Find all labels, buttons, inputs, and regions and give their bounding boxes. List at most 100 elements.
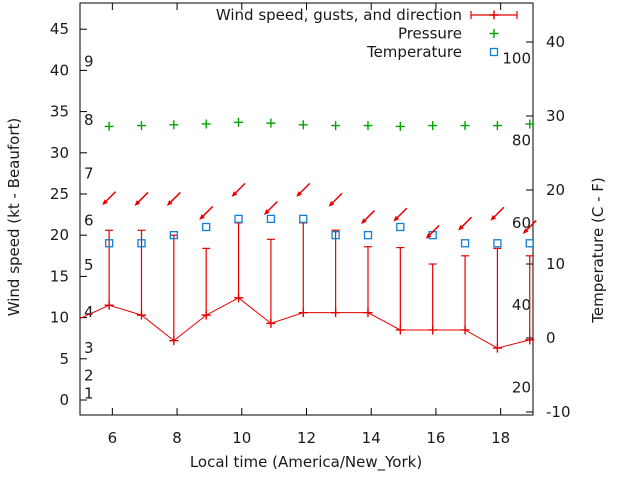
y-left-tick-label: 10 (50, 309, 69, 327)
wind-speed-point (169, 336, 179, 346)
beaufort-label: 9 (84, 52, 94, 70)
wind-speed-line (79, 297, 534, 349)
pressure-point (395, 121, 405, 131)
wind-speed-point (525, 335, 535, 345)
x-tick-label: 16 (426, 429, 445, 447)
wind-direction-arrow-shaft (137, 191, 149, 203)
y-left-tick-label: 25 (50, 185, 69, 203)
wind-direction-arrow (102, 191, 117, 206)
right-y-axis-title: Temperature (C - F) (589, 177, 607, 324)
pressure-point (266, 118, 276, 128)
wind-direction-arrow (425, 224, 440, 239)
legend-label: Temperature (366, 43, 462, 61)
wind-speed-point (201, 310, 211, 320)
inner-scale-labels: 12 3 4 5 6 7 8 9 20 40 60 80 100 (84, 49, 531, 402)
y-right-tick-label: 0 (546, 329, 556, 347)
y-right-tick-label: 10 (546, 255, 565, 273)
legend-plus-sample (489, 29, 499, 38)
y-left-tick-label: 0 (59, 391, 69, 409)
wind-direction-arrow (166, 191, 181, 206)
wind-direction-arrow-head (231, 191, 238, 197)
pressure-point (428, 121, 438, 131)
plot-border-rect (79, 2, 534, 416)
wind-direction-arrow-shaft (235, 182, 246, 194)
legend-square-sample (489, 47, 499, 57)
wind-direction-arrow-shaft (461, 216, 473, 228)
x-tick-label: 6 (108, 429, 118, 447)
temperature-point (525, 239, 534, 248)
x-tick-label: 14 (362, 429, 381, 447)
wind-direction-arrow-shaft (170, 191, 181, 203)
beaufort-label: 7 (84, 164, 94, 182)
wind-direction-arrow-shaft (267, 200, 278, 212)
wind-direction-arrow-shaft (396, 207, 408, 219)
beaufort-label: 1 (84, 384, 94, 402)
data-series (79, 117, 537, 353)
wind-direction-arrow (458, 216, 473, 231)
pressure-point (363, 121, 373, 131)
pressure-point (298, 120, 308, 130)
fahrenheit-label: 40 (512, 296, 531, 314)
x-tick-label: 18 (491, 429, 510, 447)
wind-direction-arrow (328, 192, 343, 207)
fahrenheit-label: 100 (502, 49, 531, 67)
wind-speed-point (234, 293, 244, 303)
x-tick-label: 12 (297, 429, 316, 447)
temperature-point (396, 222, 405, 232)
x-axis-title: Local time (America/New_York) (190, 453, 422, 472)
wind-speed-point (136, 310, 146, 320)
wind-direction-arrow-head (166, 200, 173, 206)
pressure-point (169, 120, 179, 130)
wind-speed-point (298, 308, 308, 318)
pressure-point (460, 121, 470, 131)
wind-direction-arrow (231, 182, 246, 197)
wind-direction-arrow-head (102, 199, 108, 206)
wind-direction-arrow-shaft (429, 224, 440, 236)
wind-direction-arrow-shaft (332, 192, 343, 204)
pressure-point (201, 119, 211, 129)
beaufort-label: 6 (84, 211, 94, 229)
wind-direction-arrow-head (134, 200, 141, 206)
wind-direction-arrow-shaft (105, 191, 117, 202)
temperature-point (299, 214, 308, 224)
legend-label: Wind speed, gusts, and direction (216, 6, 462, 24)
legend-label: Pressure (398, 25, 462, 43)
y-right-tick-label: 20 (546, 181, 565, 199)
wind-direction-arrow-head (360, 218, 367, 225)
pressure-point (525, 119, 535, 129)
temperature-point (137, 239, 146, 248)
wind-direction-arrow-head (425, 233, 432, 239)
temperature-point (234, 214, 243, 224)
temperature-point (104, 239, 114, 248)
wind-speed-point (428, 325, 438, 335)
wind-direction-arrow-shaft (364, 210, 376, 221)
wind-direction-arrow-head (296, 191, 303, 197)
plot-border (79, 2, 534, 416)
wind-direction-arrow (134, 191, 149, 206)
temperature-point (202, 222, 211, 232)
y-left-tick-label: 20 (50, 226, 69, 244)
wind-direction-arrow-shaft (299, 182, 311, 194)
pressure-point (136, 121, 146, 131)
wind-direction-arrow-shaft (526, 219, 537, 231)
wind-direction-arrow-head (393, 215, 400, 222)
y-left-tick-label: 5 (59, 350, 69, 368)
y-right-tick-label: 30 (546, 107, 565, 125)
temperature-point (363, 230, 373, 240)
pressure-point (234, 117, 244, 127)
beaufort-label: 8 (84, 111, 94, 129)
wind-direction-arrow (199, 205, 214, 220)
temperature-point (460, 239, 470, 248)
wind-direction-arrow-head (328, 200, 335, 207)
wind-direction-arrow (393, 207, 408, 222)
pressure-point (104, 121, 114, 131)
fahrenheit-label: 20 (512, 378, 531, 396)
legend: Wind speed, gusts, and directionPressure… (216, 6, 518, 61)
wind-direction-arrow-head (490, 214, 497, 221)
temperature-point (331, 230, 340, 240)
beaufort-label: 3 (84, 339, 94, 357)
temperature-point (493, 239, 502, 248)
y-left-tick-label: 40 (50, 61, 69, 79)
